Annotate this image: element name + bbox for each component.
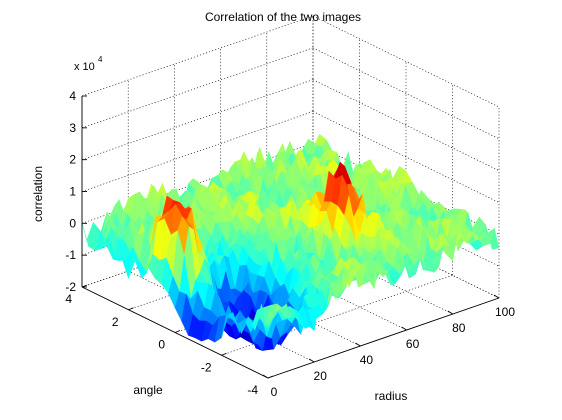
z-tick-label: 1 [69,185,76,199]
x-tick-label: 60 [406,337,420,351]
x-tick-mark [262,374,269,379]
y-tick-label: 4 [65,292,72,306]
y-tick-label: 2 [112,315,119,329]
y-tick-label: 0 [158,338,165,352]
y-tick-mark [128,307,134,311]
surface-patch [261,304,273,329]
x-tick-label: 80 [452,321,466,335]
z-tick-label: 0 [69,216,76,230]
z-exponent-label: x 10 [74,61,95,73]
grid-line-right-wall-z [312,15,500,108]
x-tick-mark [447,310,454,315]
x-tick-mark [401,326,407,331]
grid-line-back-wall-z [81,47,314,129]
surface-plot [81,133,500,352]
x-axis-line [267,297,500,379]
y-tick-label: -2 [201,360,212,374]
x-tick-mark [355,342,361,347]
z-axis-label: correlation [31,166,45,222]
y-tick-mark [221,352,227,356]
chart-title: Correlation of the two images [205,10,361,24]
x-tick-label: 20 [314,369,328,383]
z-exponent-power: 4 [98,55,103,64]
grid-line-right-wall-z [312,47,500,140]
y-tick-mark [81,284,88,288]
x-tick-label: 0 [271,385,278,399]
grid-line-right-wall-z [312,79,500,171]
x-tick-mark [308,358,315,363]
grid-line-right-wall-z [312,111,500,203]
z-tick-label: 3 [69,121,76,135]
y-tick-label: -4 [247,383,258,397]
grid-line-back-wall-z [81,111,314,192]
z-tick-label: 2 [69,153,76,167]
x-tick-mark [493,294,500,299]
x-axis-label: radius [375,389,408,403]
z-tick-label: 4 [69,89,76,103]
grid-line-floor-y [221,274,453,356]
grid-line-back-wall-z [81,15,314,97]
x-tick-label: 40 [360,353,374,367]
y-tick-mark [267,375,274,379]
y-axis-label: angle [133,383,163,397]
y-tick-mark [174,330,181,333]
z-tick-label: -1 [65,248,76,262]
z-tick-label: -2 [65,280,76,294]
x-tick-label: 100 [495,305,515,319]
grid-line-back-wall-z [81,79,314,160]
